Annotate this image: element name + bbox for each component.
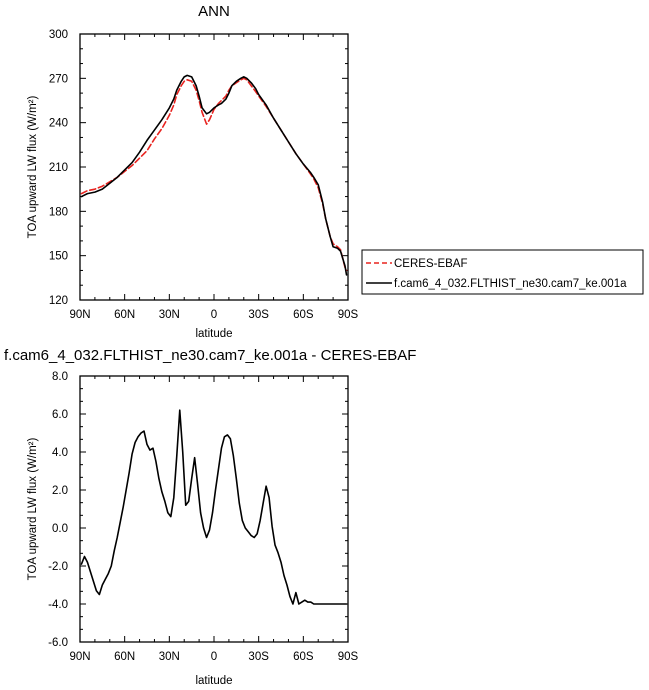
series-line-1-0 [80, 409, 348, 605]
top-plot-frame [79, 33, 349, 301]
y-tick-label: 2.0 [52, 485, 68, 497]
series-line-0-0 [80, 77, 348, 272]
legend-label-ceres: CERES-EBAF [394, 258, 468, 270]
bottom-chart-title: f.cam6_4_032.FLTHIST_ne30.cam7_ke.001a -… [4, 347, 416, 364]
y-tick-label: -6.0 [48, 637, 68, 649]
y-tick-label: 6.0 [52, 409, 68, 421]
y-tick-label: 270 [49, 73, 68, 85]
x-tick-label: 30N [159, 651, 180, 663]
y-tick-label: 240 [49, 118, 68, 130]
x-tick-label: 90N [69, 309, 90, 321]
y-tick-label: 4.0 [52, 447, 68, 459]
y-tick-label: 300 [49, 29, 68, 41]
y-tick-label: 150 [49, 251, 68, 263]
x-tick-label: 60S [293, 651, 314, 663]
top-x-axis-label: latitude [195, 328, 232, 340]
x-tick-label: 90N [69, 651, 90, 663]
y-tick-label: -4.0 [48, 599, 68, 611]
top-chart-title: ANN [198, 3, 230, 20]
legend-box [361, 249, 644, 295]
x-tick-label: 30N [159, 309, 180, 321]
x-tick-label: 90S [338, 309, 359, 321]
bottom-x-axis-label: latitude [195, 675, 232, 687]
legend-label-model: f.cam6_4_032.FLTHIST_ne30.cam7_ke.001a [394, 278, 627, 290]
x-tick-label: 30S [248, 309, 269, 321]
x-tick-label: 60N [114, 651, 135, 663]
bottom-panel: f.cam6_4_032.FLTHIST_ne30.cam7_ke.001a -… [4, 347, 416, 687]
series-line-0-1 [80, 74, 348, 276]
x-tick-label: 60N [114, 309, 135, 321]
y-tick-label: 0.0 [52, 523, 68, 535]
bottom-y-axis-label: TOA upward LW flux (W/m²) [27, 437, 39, 580]
y-tick-label: -2.0 [48, 561, 68, 573]
y-tick-label: 180 [49, 206, 68, 218]
x-tick-label: 0 [211, 309, 217, 321]
legend: CERES-EBAF f.cam6_4_032.FLTHIST_ne30.cam… [361, 249, 644, 295]
y-tick-label: 120 [49, 295, 68, 307]
top-y-axis-label: TOA upward LW flux (W/m²) [27, 95, 39, 238]
top-panel: ANN 90N 60N 30N 0 30S 60S 90S 120 150 180 210 240 27… [27, 3, 359, 340]
x-tick-label: 60S [293, 309, 314, 321]
x-tick-label: 30S [248, 651, 269, 663]
x-tick-label: 90S [338, 651, 359, 663]
x-tick-label: 0 [211, 651, 217, 663]
y-tick-label: 8.0 [52, 371, 68, 383]
y-tick-label: 210 [49, 162, 68, 174]
